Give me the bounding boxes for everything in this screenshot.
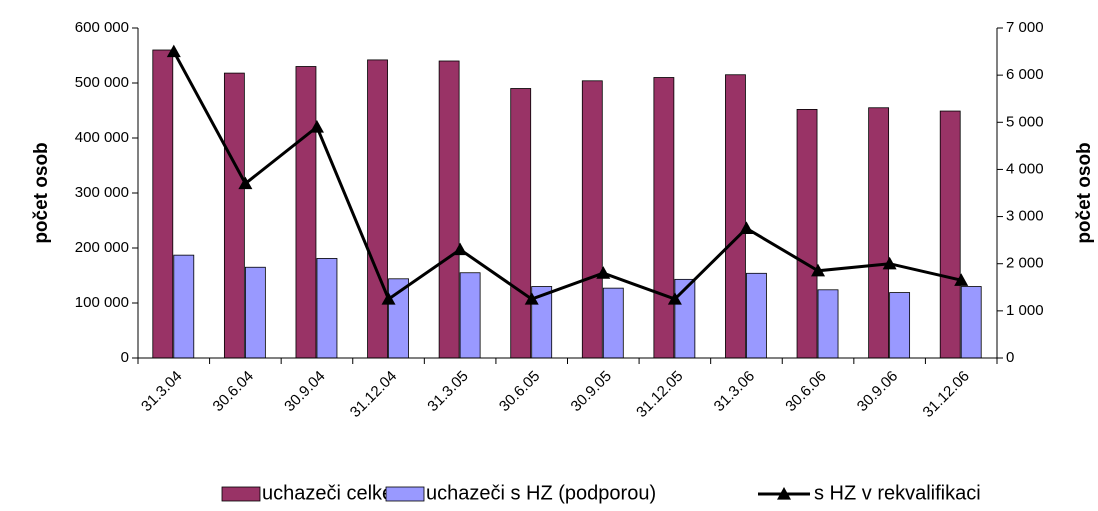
x-tick-label: 31.3.04 xyxy=(138,368,185,415)
legend-swatch xyxy=(777,487,791,500)
bar xyxy=(581,80,603,359)
marker xyxy=(811,263,826,277)
y-tick-label: 0 xyxy=(121,349,129,366)
bar xyxy=(817,289,839,359)
y2-tick-label: 4 000 xyxy=(1006,160,1044,177)
marker xyxy=(238,176,253,190)
bar xyxy=(746,272,767,359)
bar xyxy=(868,107,890,359)
x-tick-label: 31.3.06 xyxy=(711,368,758,415)
bar xyxy=(796,109,818,359)
bar xyxy=(295,66,317,359)
marker xyxy=(667,292,682,305)
marker xyxy=(739,221,754,234)
legend-label: s HZ v rekvalifikaci xyxy=(814,482,981,504)
y2-tick-label: 0 xyxy=(1006,349,1014,366)
y-tick-label: 200 000 xyxy=(75,239,129,256)
y-tick-label: 100 000 xyxy=(75,294,129,311)
y-axis-label: počet osob xyxy=(31,142,52,243)
bar xyxy=(653,77,675,359)
legend-label: uchazeči s HZ (podporou) xyxy=(426,482,656,504)
legend-swatch xyxy=(221,486,261,502)
marker xyxy=(882,256,897,270)
bar xyxy=(602,287,624,359)
bar xyxy=(173,254,195,359)
bar xyxy=(367,59,388,359)
x-tick-label: 30.9.04 xyxy=(281,368,328,415)
y-tick-label: 300 000 xyxy=(75,184,129,201)
y2-tick-label: 7 000 xyxy=(1006,19,1044,36)
x-tick-label: 30.9.05 xyxy=(568,368,615,415)
y2-tick-label: 5 000 xyxy=(1006,113,1044,130)
bar xyxy=(960,286,982,359)
bar xyxy=(939,110,961,359)
legend-swatch xyxy=(385,486,425,502)
x-tick-label: 30.6.05 xyxy=(496,368,543,415)
bar xyxy=(510,88,532,359)
bar xyxy=(244,266,266,359)
bar xyxy=(152,49,174,359)
bar xyxy=(316,258,338,359)
bar xyxy=(459,272,481,359)
marker xyxy=(381,292,396,305)
y2-tick-label: 3 000 xyxy=(1006,208,1044,225)
x-tick-label: 30.9.06 xyxy=(854,368,901,415)
marker xyxy=(524,292,539,305)
marker xyxy=(309,120,324,133)
y-tick-label: 400 000 xyxy=(75,129,129,146)
x-tick-label: 31.12.06 xyxy=(920,368,973,421)
y2-tick-label: 1 000 xyxy=(1006,302,1044,319)
y-tick-label: 600 000 xyxy=(75,19,129,36)
bar xyxy=(438,60,460,359)
y2-tick-label: 6 000 xyxy=(1006,66,1044,83)
bar xyxy=(223,72,245,359)
marker xyxy=(166,44,181,58)
bar xyxy=(889,292,911,359)
x-tick-label: 31.3.05 xyxy=(424,368,471,415)
line xyxy=(172,50,962,302)
x-tick-label: 31.12.04 xyxy=(347,368,400,421)
bar xyxy=(725,74,746,359)
marker xyxy=(954,273,969,286)
marker xyxy=(596,266,611,279)
x-tick-label: 31.12.05 xyxy=(633,368,686,421)
y2-tick-label: 2 000 xyxy=(1006,255,1044,272)
x-tick-label: 30.6.04 xyxy=(210,368,257,415)
y2-axis-label: počet osob xyxy=(1074,142,1095,243)
marker xyxy=(453,242,468,256)
x-tick-label: 30.6.06 xyxy=(782,368,829,415)
y-tick-label: 500 000 xyxy=(75,74,129,91)
legend-label: uchazeči celkem xyxy=(262,482,410,504)
